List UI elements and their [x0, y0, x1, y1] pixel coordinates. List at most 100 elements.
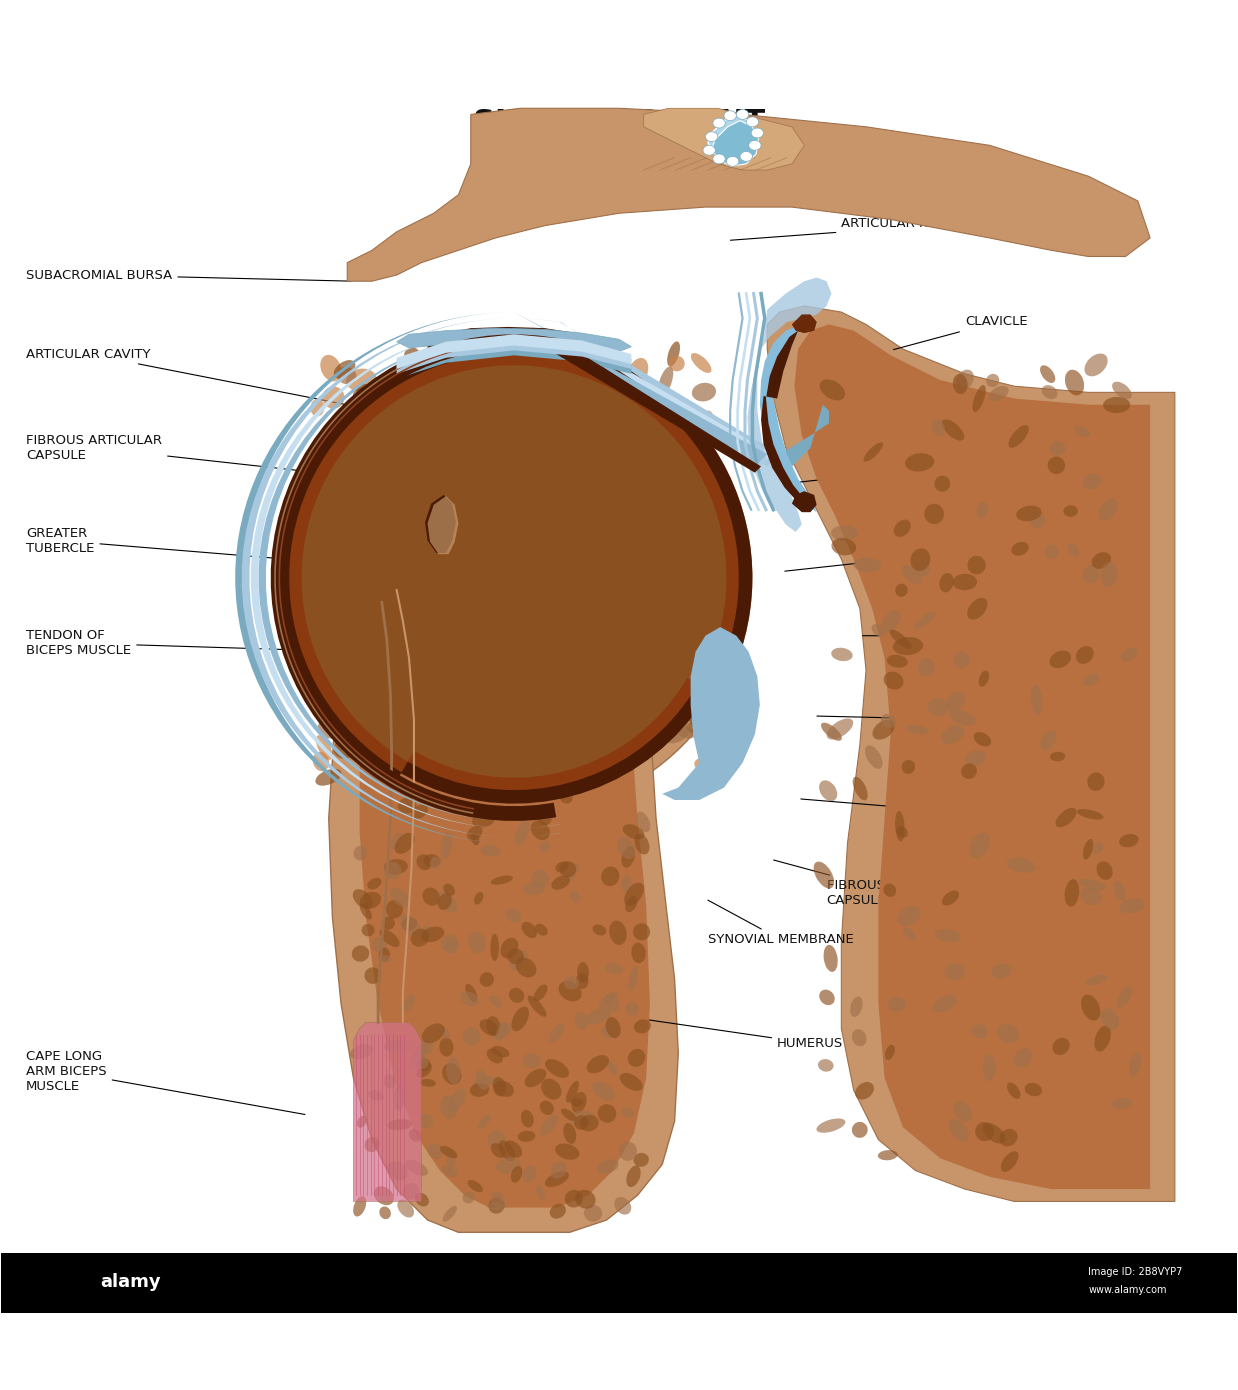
Ellipse shape [629, 541, 641, 557]
Ellipse shape [1112, 382, 1132, 399]
Ellipse shape [614, 1197, 631, 1215]
Ellipse shape [493, 1077, 506, 1097]
Ellipse shape [411, 929, 430, 947]
Ellipse shape [583, 667, 598, 681]
Ellipse shape [942, 420, 964, 441]
Ellipse shape [406, 613, 421, 628]
Ellipse shape [537, 803, 552, 826]
Ellipse shape [666, 506, 686, 525]
Ellipse shape [571, 370, 591, 391]
Ellipse shape [453, 363, 474, 389]
Ellipse shape [685, 516, 702, 532]
Ellipse shape [324, 570, 338, 592]
Ellipse shape [586, 398, 597, 425]
Ellipse shape [470, 834, 479, 845]
Ellipse shape [487, 1016, 500, 1036]
Ellipse shape [680, 402, 691, 416]
Ellipse shape [484, 681, 498, 694]
Ellipse shape [558, 553, 583, 566]
Ellipse shape [560, 862, 576, 877]
Ellipse shape [598, 713, 614, 731]
Ellipse shape [628, 966, 639, 991]
Ellipse shape [368, 1090, 384, 1101]
Ellipse shape [545, 1059, 569, 1077]
Ellipse shape [660, 574, 682, 592]
Ellipse shape [1083, 840, 1093, 859]
Ellipse shape [416, 855, 432, 870]
Polygon shape [427, 496, 458, 555]
Text: SYNOVIAL MEMBRANE: SYNOVIAL MEMBRANE [708, 901, 854, 947]
Polygon shape [792, 314, 817, 334]
Ellipse shape [894, 520, 911, 537]
Ellipse shape [443, 1205, 457, 1222]
Ellipse shape [1084, 353, 1108, 377]
Polygon shape [792, 314, 817, 334]
Ellipse shape [472, 813, 494, 827]
Ellipse shape [1081, 887, 1102, 905]
Ellipse shape [456, 567, 470, 591]
Ellipse shape [604, 963, 624, 974]
Ellipse shape [896, 826, 907, 838]
Ellipse shape [475, 1070, 489, 1090]
Ellipse shape [853, 777, 868, 801]
Text: GLENOID CAVITY
CONTAINING
SYNOVIAL FLUID: GLENOID CAVITY CONTAINING SYNOVIAL FLUID [785, 528, 1039, 571]
Ellipse shape [469, 758, 483, 773]
Ellipse shape [491, 517, 516, 532]
Ellipse shape [474, 892, 483, 905]
Ellipse shape [339, 549, 359, 569]
Ellipse shape [740, 152, 753, 161]
Ellipse shape [474, 694, 495, 709]
Ellipse shape [1056, 808, 1077, 827]
Ellipse shape [598, 1104, 617, 1123]
Ellipse shape [534, 379, 555, 392]
Ellipse shape [983, 1055, 997, 1081]
Ellipse shape [563, 638, 586, 655]
Ellipse shape [617, 837, 635, 859]
Ellipse shape [347, 368, 376, 391]
Ellipse shape [562, 688, 577, 699]
Ellipse shape [519, 756, 535, 773]
Polygon shape [662, 627, 760, 801]
Ellipse shape [361, 924, 375, 937]
Ellipse shape [695, 758, 722, 776]
Ellipse shape [485, 1077, 506, 1087]
Ellipse shape [490, 1143, 506, 1158]
Ellipse shape [418, 1037, 433, 1055]
Text: FIBROUS ARTICULAR
CAPSULE: FIBROUS ARTICULAR CAPSULE [26, 434, 371, 478]
Ellipse shape [608, 430, 628, 449]
Ellipse shape [560, 669, 574, 689]
Ellipse shape [1092, 552, 1110, 569]
Ellipse shape [551, 876, 569, 890]
Polygon shape [795, 324, 1150, 1188]
Ellipse shape [953, 1101, 972, 1122]
Ellipse shape [556, 862, 568, 873]
Ellipse shape [680, 474, 693, 495]
Ellipse shape [820, 780, 837, 801]
Ellipse shape [688, 702, 712, 724]
Ellipse shape [368, 877, 381, 890]
Ellipse shape [625, 1002, 639, 1016]
Ellipse shape [543, 491, 565, 506]
Ellipse shape [524, 595, 543, 616]
Ellipse shape [540, 1101, 553, 1115]
Ellipse shape [1063, 506, 1078, 517]
Text: GLENOID LABRUM: GLENOID LABRUM [801, 799, 1054, 821]
Ellipse shape [747, 117, 759, 126]
Ellipse shape [634, 1019, 651, 1033]
Ellipse shape [1025, 1083, 1042, 1097]
Ellipse shape [505, 1141, 522, 1158]
Ellipse shape [517, 524, 540, 537]
Ellipse shape [614, 514, 643, 534]
Ellipse shape [359, 892, 381, 909]
Ellipse shape [703, 146, 716, 156]
Ellipse shape [339, 420, 359, 434]
Ellipse shape [381, 916, 395, 930]
Ellipse shape [952, 574, 977, 591]
Ellipse shape [621, 847, 635, 867]
Ellipse shape [496, 346, 516, 366]
Ellipse shape [997, 1024, 1019, 1042]
Ellipse shape [520, 578, 537, 599]
Ellipse shape [433, 410, 451, 427]
Ellipse shape [384, 1040, 410, 1052]
Ellipse shape [820, 990, 834, 1005]
